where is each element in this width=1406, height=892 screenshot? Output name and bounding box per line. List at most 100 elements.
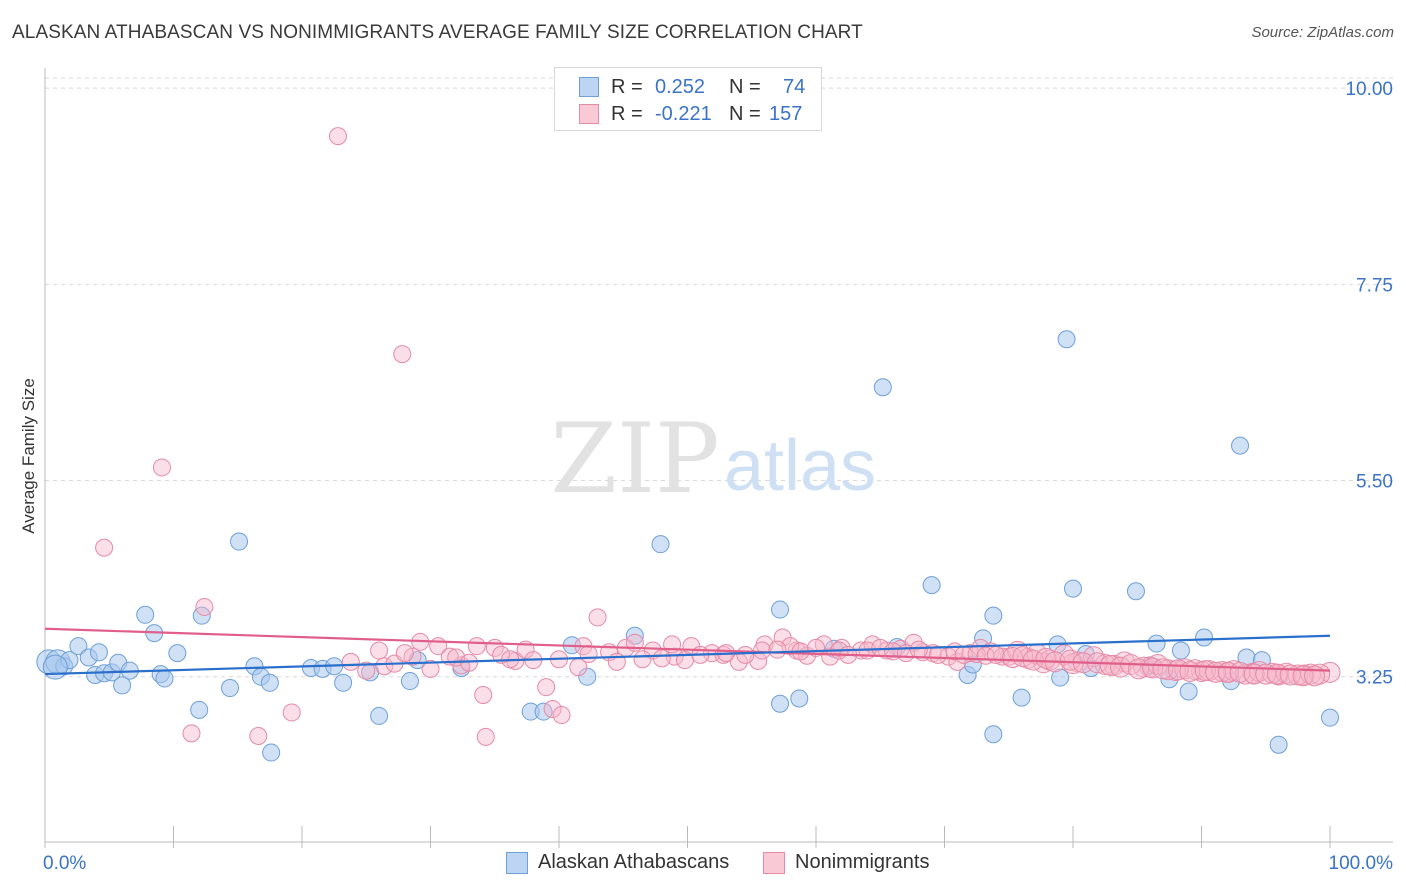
point-alaskan-athabascans — [922, 576, 941, 595]
point-alaskan-athabascans — [190, 700, 209, 719]
point-nonimmigrants — [768, 640, 787, 659]
point-nonimmigrants — [909, 640, 928, 659]
point-nonimmigrants — [1152, 658, 1174, 680]
point-nonimmigrants — [753, 641, 772, 660]
series-nonimmigrants — [95, 127, 1341, 746]
point-alaskan-athabascans — [155, 669, 174, 688]
point-alaskan-athabascans — [873, 378, 892, 397]
legend-r-value: -0.221 — [655, 102, 712, 125]
bottom-legend-swatch-blue — [506, 851, 528, 874]
point-nonimmigrants — [328, 127, 347, 146]
watermark-atlas: atlas — [724, 426, 876, 506]
point-nonimmigrants — [421, 659, 440, 678]
point-nonimmigrants — [357, 661, 376, 680]
y-axis-label: Average Family Size — [19, 378, 38, 534]
point-nonimmigrants — [375, 657, 394, 676]
point-nonimmigrants — [370, 641, 389, 660]
point-nonimmigrants — [341, 652, 360, 671]
trend-line-nonimmigrants — [44, 627, 1331, 672]
point-alaskan-athabascans — [1231, 436, 1250, 455]
legend-r-value: 0.252 — [655, 75, 706, 98]
legend-swatch-blue — [579, 77, 599, 97]
point-alaskan-athabascans — [1064, 579, 1082, 598]
point-alaskan-athabascans — [1147, 634, 1166, 653]
point-alaskan-athabascans — [1126, 582, 1145, 601]
point-alaskan-athabascans — [1195, 628, 1214, 647]
point-alaskan-athabascans — [984, 606, 1003, 625]
point-alaskan-athabascans — [984, 725, 1003, 744]
x-tick-label: 0.0% — [43, 853, 86, 874]
point-alaskan-athabascans — [1321, 708, 1339, 727]
point-alaskan-athabascans — [1179, 682, 1198, 701]
point-nonimmigrants — [282, 703, 301, 722]
point-alaskan-athabascans — [334, 673, 353, 692]
point-nonimmigrants — [395, 644, 414, 663]
y-tick-label: 10.00 — [1345, 79, 1393, 100]
point-nonimmigrants — [152, 458, 171, 477]
point-nonimmigrants — [393, 345, 412, 364]
point-nonimmigrants — [467, 637, 486, 656]
point-nonimmigrants — [182, 724, 201, 743]
point-alaskan-athabascans — [1051, 668, 1070, 687]
x-tick-label: 100.0% — [1329, 853, 1394, 874]
trend-line-alaskan-athabascans — [44, 634, 1331, 676]
y-tick-label: 5.50 — [1356, 472, 1393, 493]
point-nonimmigrants — [1059, 649, 1081, 671]
point-nonimmigrants — [95, 538, 114, 557]
point-alaskan-athabascans — [89, 643, 108, 662]
point-nonimmigrants — [460, 653, 479, 672]
point-alaskan-athabascans — [1269, 735, 1288, 754]
point-nonimmigrants — [579, 645, 598, 664]
point-alaskan-athabascans — [69, 637, 88, 656]
correlation-legend: R = 0.252 N = 74 R = -0.221 N = 157 — [554, 67, 822, 131]
point-nonimmigrants — [929, 645, 948, 664]
point-alaskan-athabascans — [963, 655, 982, 674]
point-nonimmigrants — [249, 726, 268, 745]
point-nonimmigrants — [543, 699, 562, 718]
point-alaskan-athabascans — [221, 679, 240, 698]
trend-lines — [44, 627, 1331, 676]
watermark: ZIP atlas — [550, 403, 876, 515]
point-alaskan-athabascans — [230, 532, 249, 551]
point-nonimmigrants — [476, 727, 495, 746]
series-alaskan-athabascans — [36, 330, 1339, 762]
point-alaskan-athabascans — [260, 673, 279, 692]
point-alaskan-athabascans — [136, 605, 155, 624]
point-nonimmigrants — [195, 597, 214, 616]
legend-swatch-pink — [579, 104, 599, 124]
legend-n-value: 157 — [769, 102, 803, 125]
point-alaskan-athabascans — [625, 626, 644, 645]
source-label: Source: ZipAtlas.com — [1251, 24, 1394, 41]
point-alaskan-athabascans — [1057, 330, 1076, 349]
bottom-legend-swatch-pink — [763, 851, 785, 874]
point-alaskan-athabascans — [113, 676, 132, 695]
point-nonimmigrants — [633, 650, 652, 669]
point-nonimmigrants — [588, 608, 607, 627]
point-nonimmigrants — [832, 638, 851, 657]
legend-n-label: N = — [729, 75, 761, 98]
point-nonimmigrants — [1110, 656, 1132, 678]
point-alaskan-athabascans — [771, 694, 790, 713]
legend-n-label: N = — [729, 102, 761, 125]
point-nonimmigrants — [652, 649, 671, 668]
legend-row-nonimmigrants: R = -0.221 N = 157 — [579, 103, 802, 125]
legend-r-label: R = — [611, 102, 643, 125]
point-nonimmigrants — [474, 686, 493, 705]
y-tick-label: 3.25 — [1356, 668, 1393, 689]
point-alaskan-athabascans — [1171, 641, 1190, 660]
bottom-legend-label: Nonimmigrants — [795, 851, 930, 873]
point-alaskan-athabascans — [400, 672, 419, 691]
point-nonimmigrants — [736, 645, 755, 664]
point-alaskan-athabascans — [42, 654, 68, 680]
point-nonimmigrants — [552, 706, 571, 725]
bottom-legend-nonimmigrants: Nonimmigrants — [763, 851, 929, 874]
tick-labels: 3.25 5.50 7.75 10.00 0.0% 100.0% — [43, 79, 1393, 874]
point-alaskan-athabascans — [262, 743, 281, 762]
point-alaskan-athabascans — [771, 600, 790, 619]
legend-n-value: 74 — [783, 75, 806, 98]
grid-layer — [45, 77, 1393, 678]
axes-layer — [44, 68, 1393, 848]
point-alaskan-athabascans — [370, 706, 389, 725]
bottom-legend-athabascans: Alaskan Athabascans — [506, 851, 729, 874]
